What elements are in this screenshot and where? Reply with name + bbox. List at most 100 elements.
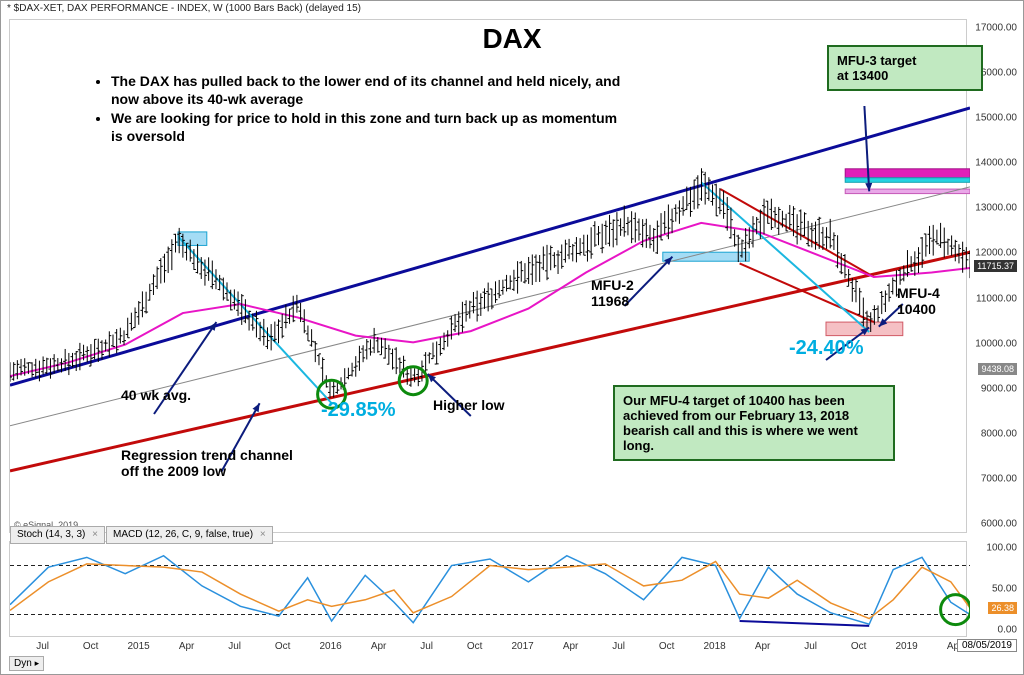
ohlc-bar xyxy=(567,239,571,259)
ohlc-bar xyxy=(162,254,166,283)
ohlc-bar xyxy=(942,228,946,258)
ohlc-bar xyxy=(714,184,718,216)
ohlc-bar xyxy=(409,368,413,387)
ohlc-bar xyxy=(111,335,115,347)
xtick: Jul xyxy=(804,641,817,652)
dyn-button[interactable]: Dyn ▸ xyxy=(9,656,44,671)
ytick: 15000.00 xyxy=(975,113,1017,124)
xtick: Oct xyxy=(275,641,291,652)
ohlc-bar xyxy=(905,250,909,277)
ohlc-bar xyxy=(457,311,461,335)
close-icon[interactable]: × xyxy=(92,529,98,540)
lbl-higherlow: Higher low xyxy=(433,397,505,413)
ohlc-bar xyxy=(648,225,652,248)
ohlc-bar xyxy=(681,196,685,216)
ohlc-bar xyxy=(560,244,564,268)
ohlc-bar xyxy=(247,311,251,331)
ohlc-bar xyxy=(482,288,486,309)
ohlc-bar xyxy=(762,199,766,235)
ohlc-bar xyxy=(953,240,957,261)
ohlc-bar xyxy=(460,302,464,333)
xtick: 2016 xyxy=(319,641,341,652)
ohlc-bar xyxy=(221,278,225,301)
ohlc-bar xyxy=(391,349,395,370)
ohlc-bar xyxy=(15,360,19,379)
ohlc-bar xyxy=(663,211,667,234)
xtick: 2017 xyxy=(511,641,533,652)
ohlc-bar xyxy=(582,235,586,256)
analysis-bullets: The DAX has pulled back to the lower end… xyxy=(71,73,631,147)
ohlc-bar xyxy=(155,266,159,289)
ohlc-bar xyxy=(917,247,921,273)
date-cursor-box: 08/05/2019 xyxy=(957,639,1017,652)
xtick: Jul xyxy=(228,641,241,652)
ohlc-bar xyxy=(604,221,608,245)
ytick: 10000.00 xyxy=(975,338,1017,349)
box-mfu4: Our MFU-4 target of 10400 has been achie… xyxy=(613,385,895,461)
price-marker: 11715.37 xyxy=(974,260,1017,272)
ohlc-bar xyxy=(725,197,729,231)
lbl-40wk: 40 wk avg. xyxy=(121,387,191,403)
ohlc-bar xyxy=(310,329,314,347)
ohlc-bar xyxy=(545,245,549,280)
ohlc-bar xyxy=(151,274,155,295)
dyn-label: Dyn xyxy=(14,658,32,669)
chart-title: DAX xyxy=(482,23,541,55)
ohlc-bar xyxy=(133,307,137,327)
ohlc-bar xyxy=(346,368,350,380)
ohlc-bar xyxy=(711,184,715,205)
ohlc-bar xyxy=(766,201,770,224)
ohlc-bar xyxy=(696,175,700,208)
ohlc-bar xyxy=(115,329,119,353)
ohlc-bar xyxy=(372,328,376,353)
ohlc-bar xyxy=(589,227,593,258)
ohlc-bar xyxy=(773,207,777,228)
ohlc-bar xyxy=(497,280,501,298)
ohlc-bar xyxy=(523,263,527,283)
xtick: Oct xyxy=(851,641,867,652)
xtick: Apr xyxy=(563,641,579,652)
ohlc-bar xyxy=(677,200,681,223)
xtick: Jul xyxy=(420,641,433,652)
ohlc-bar xyxy=(637,219,641,241)
ohlc-bar xyxy=(174,234,178,253)
ohlc-bar xyxy=(45,358,49,374)
ohlc-bar xyxy=(328,380,332,398)
ohlc-bar xyxy=(806,221,810,246)
ohlc-bar xyxy=(357,346,361,371)
ohlc-bar xyxy=(527,257,531,284)
ohlc-bar xyxy=(556,250,560,274)
ytick: 9000.00 xyxy=(981,383,1017,394)
ohlc-bar xyxy=(541,246,545,270)
ohlc-bar xyxy=(964,247,968,269)
line-wedge_bottom xyxy=(740,263,874,322)
ohlc-bar xyxy=(784,214,788,231)
ohlc-bar xyxy=(619,218,623,235)
ytick: 13000.00 xyxy=(975,203,1017,214)
indicator-yaxis: 100.0050.000.0026.38 xyxy=(969,541,1019,637)
close-icon[interactable]: × xyxy=(260,529,266,540)
xtick: Oct xyxy=(659,641,675,652)
ind-ytick: 100.00 xyxy=(986,543,1017,554)
ohlc-bar xyxy=(494,281,498,303)
ohlc-bar xyxy=(534,254,538,282)
ohlc-bar xyxy=(887,283,891,301)
ohlc-bar xyxy=(935,230,939,245)
ohlc-bar xyxy=(129,313,133,331)
ohlc-bar xyxy=(769,199,773,230)
xtick: Oct xyxy=(467,641,483,652)
ohlc-bar xyxy=(85,346,89,362)
ohlc-bar xyxy=(876,305,880,321)
ohlc-bar xyxy=(170,239,174,270)
ohlc-bar xyxy=(468,301,472,319)
ohlc-bar xyxy=(34,359,38,378)
ohlc-bar xyxy=(832,232,836,250)
ohlc-bar xyxy=(946,239,950,255)
ohlc-bar xyxy=(453,314,457,332)
ohlc-bar xyxy=(847,269,851,286)
indicator-panel[interactable]: Stoch (14, 3, 3) × MACD (12, 26, C, 9, f… xyxy=(9,541,967,637)
ohlc-bar xyxy=(166,247,170,273)
ohlc-bar xyxy=(858,288,862,315)
ytick: 6000.00 xyxy=(981,518,1017,529)
ohlc-bar xyxy=(538,255,542,282)
